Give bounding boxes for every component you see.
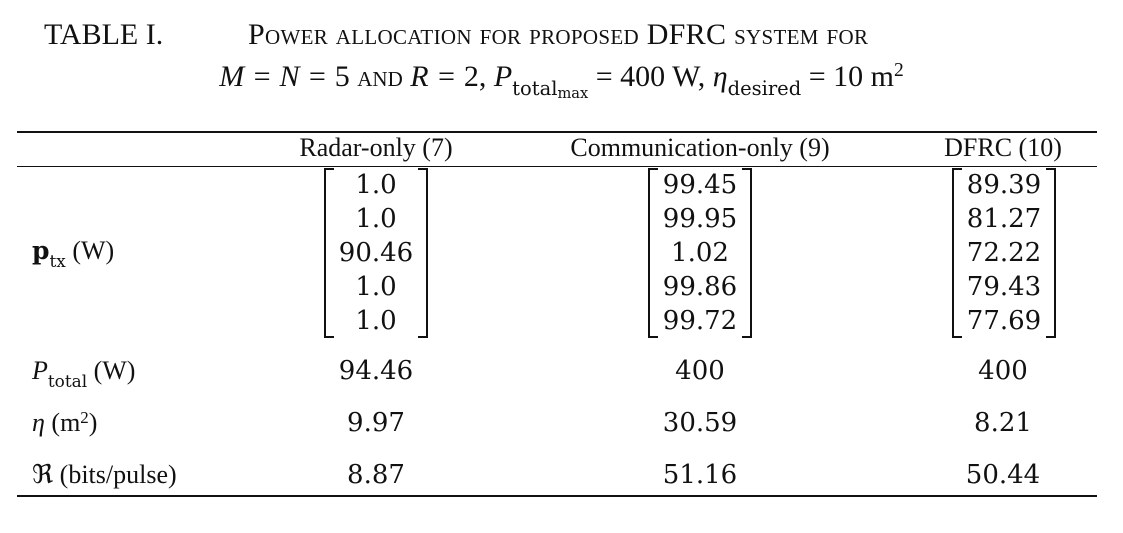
vector-entry: 99.95 — [662, 204, 738, 234]
right-bracket — [742, 168, 752, 338]
vector-entry: 99.86 — [662, 272, 738, 302]
eta-unit-exp: 2 — [80, 407, 89, 427]
ptx-vector-communication: 99.45 99.95 1.02 99.86 99.72 — [648, 168, 752, 338]
vector-entry: 90.46 — [338, 238, 414, 268]
caption-eta-sym: η — [712, 60, 728, 93]
table-caption-line2: M = N = 5 and R = 2, Ptotalmax = 400 W, … — [0, 60, 1123, 102]
right-bracket — [1046, 168, 1056, 338]
cell-eta-dfrc: 8.21 — [974, 408, 1032, 438]
cell-ptotal-communication: 400 — [675, 356, 725, 386]
table-title: Power allocation for proposed DFRC syste… — [248, 18, 869, 51]
caption-p-val: = 400 W, — [595, 60, 706, 93]
ptotal-symbol: P — [32, 356, 48, 385]
vector-entry: 99.72 — [662, 306, 738, 336]
ptx-unit: (W) — [72, 236, 115, 265]
caption-p-sym: P — [493, 60, 513, 93]
left-bracket — [324, 168, 334, 338]
cell-rate-communication: 51.16 — [662, 460, 738, 490]
cell-eta-communication: 30.59 — [662, 408, 738, 438]
column-header-radar: Radar-only (7) — [299, 133, 453, 162]
vector-values: 1.0 1.0 90.46 1.0 1.0 — [324, 168, 428, 338]
caption-eta-exp: 2 — [893, 60, 904, 82]
vector-entry: 1.0 — [355, 272, 397, 302]
table-top-rule — [17, 131, 1097, 133]
eta-unit-open: (m — [51, 408, 81, 437]
ptx-vector-radar: 1.0 1.0 90.46 1.0 1.0 — [324, 168, 428, 338]
cell-rate-radar: 8.87 — [347, 460, 405, 490]
caption-and: and — [357, 60, 403, 93]
row-label-rate: ℜ (bits/pulse) — [32, 460, 177, 490]
left-bracket — [648, 168, 658, 338]
rate-unit: (bits/pulse) — [59, 460, 177, 489]
ptx-subscript: tx — [49, 250, 66, 271]
table-label: TABLE I. — [44, 18, 164, 51]
ptotal-unit: (W) — [93, 356, 136, 385]
row-label-ptotal: Ptotal (W) — [32, 356, 136, 391]
vector-entry: 79.43 — [966, 272, 1042, 302]
caption-p-sub-text: total — [512, 76, 558, 100]
vector-entry: 1.0 — [355, 204, 397, 234]
ptotal-subscript: total — [47, 370, 88, 391]
cell-ptotal-dfrc: 400 — [978, 356, 1028, 386]
table-bottom-rule — [17, 495, 1097, 497]
vector-values: 99.45 99.95 1.02 99.86 99.72 — [648, 168, 752, 338]
row-label-eta: η (m2) — [32, 408, 97, 438]
vector-entry: 1.0 — [355, 306, 397, 336]
caption-r-val: 2, — [463, 60, 487, 93]
row-label-ptx: ptx (W) — [32, 236, 115, 271]
vector-entry: 1.02 — [671, 238, 729, 268]
caption-m-eq: M = N = — [219, 60, 328, 93]
cell-rate-dfrc: 50.44 — [965, 460, 1041, 490]
eta-symbol: η — [32, 408, 45, 437]
caption-eta-val: = 10 m — [808, 60, 894, 93]
caption-p-sub: totalmax — [512, 76, 589, 103]
caption-eta-sub: desired — [727, 76, 802, 100]
vector-values: 89.39 81.27 72.22 79.43 77.69 — [952, 168, 1056, 338]
caption-p-subsub: max — [557, 85, 589, 103]
vector-entry: 89.39 — [966, 170, 1042, 200]
eta-unit-close: ) — [88, 408, 98, 437]
vector-entry: 72.22 — [966, 238, 1042, 268]
cell-eta-radar: 9.97 — [347, 408, 405, 438]
vector-entry: 99.45 — [662, 170, 738, 200]
ptx-vector-dfrc: 89.39 81.27 72.22 79.43 77.69 — [952, 168, 1056, 338]
vector-entry: 77.69 — [966, 306, 1042, 336]
table-header-rule — [17, 166, 1097, 167]
caption-m-val: 5 — [334, 60, 350, 93]
rate-symbol: ℜ — [32, 460, 54, 489]
right-bracket — [418, 168, 428, 338]
caption-r-eq: R = — [410, 60, 457, 93]
vector-entry: 1.0 — [355, 170, 397, 200]
vector-entry: 81.27 — [966, 204, 1042, 234]
column-header-communication: Communication-only (9) — [570, 133, 830, 162]
cell-ptotal-radar: 94.46 — [338, 356, 414, 386]
column-header-dfrc: DFRC (10) — [944, 133, 1062, 162]
ptx-symbol: p — [32, 236, 50, 265]
left-bracket — [952, 168, 962, 338]
